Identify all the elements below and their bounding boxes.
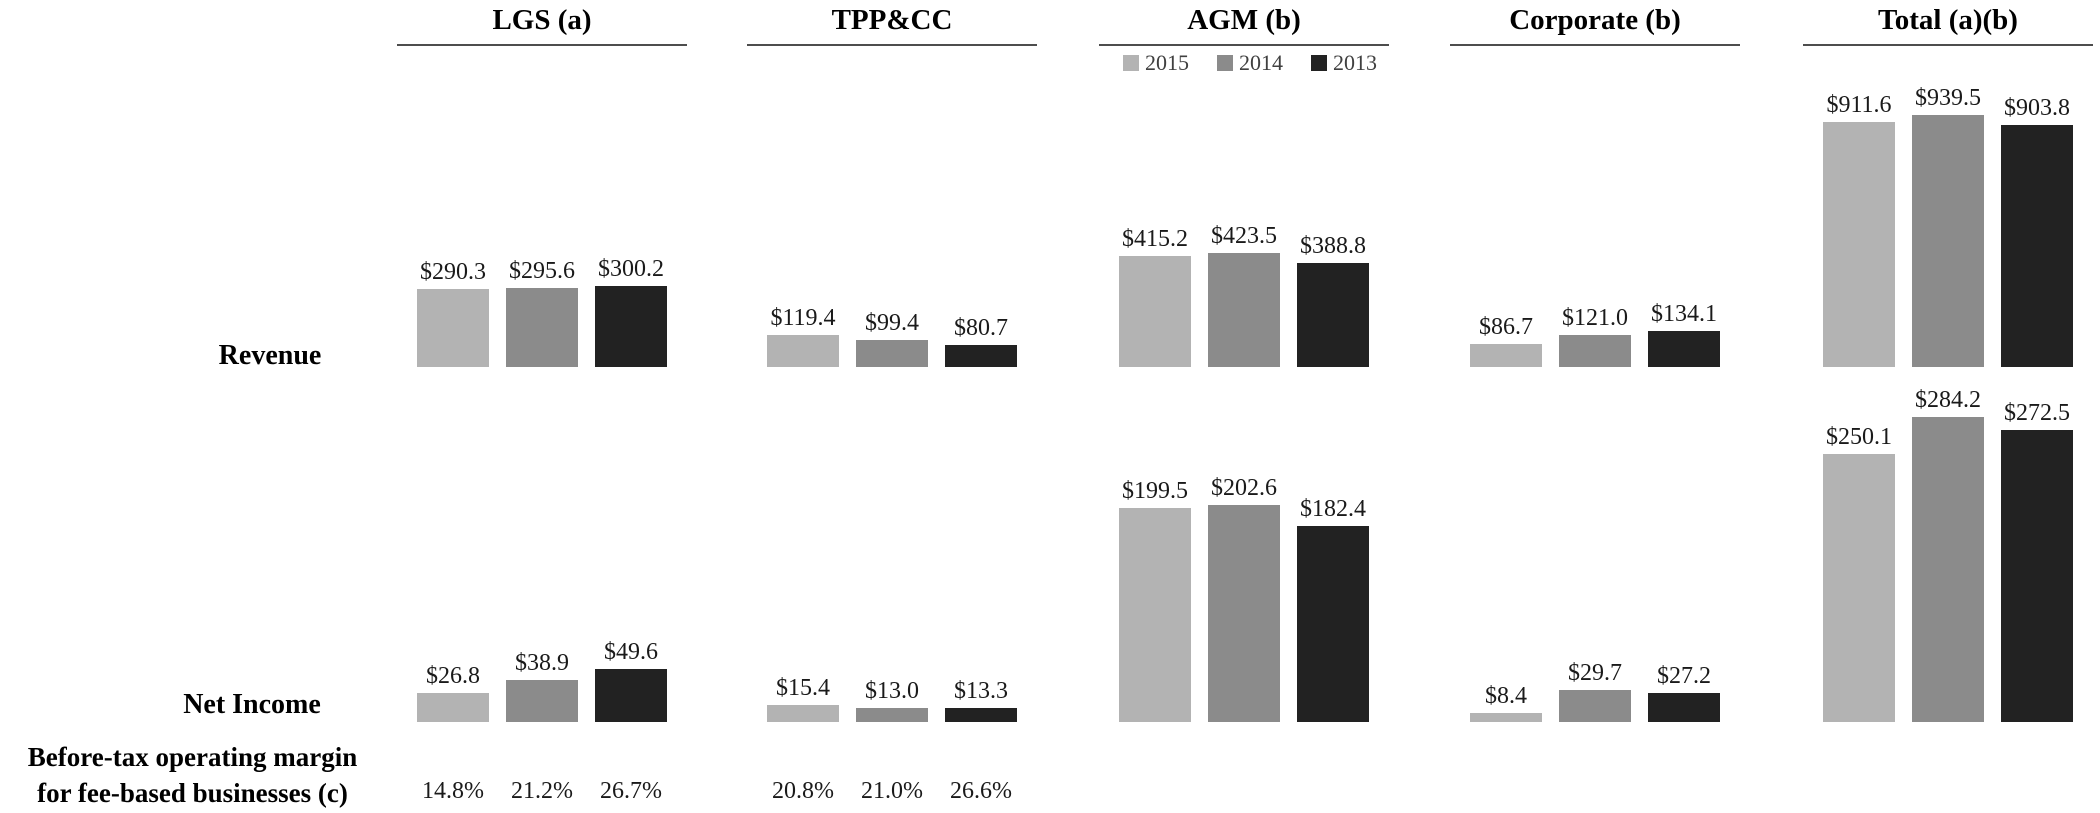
bar-2014	[856, 708, 928, 722]
legend-swatch-2013	[1311, 55, 1327, 71]
bar-2013	[2001, 429, 2073, 722]
bar-2015	[767, 705, 839, 722]
bar-value-label: $49.6	[604, 638, 658, 665]
segment-header: TPP&CC	[831, 4, 953, 36]
bar-2014	[856, 340, 928, 367]
bar-value-label: $13.3	[954, 677, 1008, 704]
bar-value-label: $300.2	[598, 256, 664, 283]
legend-item-2014: 2014	[1217, 50, 1283, 76]
bar-value-label: $119.4	[770, 304, 836, 331]
bar-value-label: $250.1	[1826, 423, 1892, 450]
segment-header: Corporate (b)	[1509, 4, 1681, 36]
segment-header: Total (a)(b)	[1878, 4, 2018, 36]
bar-value-label: $202.6	[1211, 474, 1277, 501]
margin-label-line1: Before-tax operating margin	[27, 742, 358, 772]
bar-value-label: $199.5	[1122, 478, 1188, 505]
bar-value-label: $38.9	[515, 650, 569, 677]
bar-value-label: $295.6	[509, 257, 575, 284]
margin-value: 20.8%	[772, 778, 834, 804]
legend-swatch-2014	[1217, 55, 1233, 71]
bar-value-label: $272.5	[2004, 399, 2070, 426]
legend-label: 2015	[1145, 50, 1189, 75]
row-label-revenue: Revenue	[218, 340, 322, 371]
segment-header: LGS (a)	[492, 4, 592, 36]
bar-2015	[1470, 343, 1542, 367]
bar-2014	[1559, 690, 1631, 722]
bar-2015	[1119, 508, 1191, 722]
header-underline	[1099, 44, 1389, 46]
bar-2014	[1912, 114, 1984, 367]
header-underline	[747, 44, 1037, 46]
bar-2013	[595, 668, 667, 722]
bar-2013	[595, 286, 667, 367]
bar-value-label: $80.7	[954, 315, 1008, 342]
year-legend: 2015 2014 2013	[1123, 50, 1377, 76]
bar-2014	[1559, 334, 1631, 367]
bar-2014	[506, 287, 578, 367]
bar-2014	[1912, 417, 1984, 722]
bar-2014	[1208, 504, 1280, 722]
bar-value-label: $121.0	[1562, 304, 1628, 331]
bar-2013	[1297, 262, 1369, 367]
bar-value-label: $284.2	[1915, 387, 1981, 414]
legend-swatch-2015	[1123, 55, 1139, 71]
margin-value: 14.8%	[422, 778, 484, 804]
bar-2015	[417, 693, 489, 722]
bar-2013	[945, 707, 1017, 722]
bar-value-label: $99.4	[865, 310, 919, 337]
bar-value-label: $290.3	[420, 259, 486, 286]
bar-value-label: $29.7	[1568, 660, 1622, 687]
bar-2013	[1648, 331, 1720, 367]
bar-value-label: $911.6	[1826, 92, 1892, 119]
legend-label: 2014	[1239, 50, 1283, 75]
header-underline	[1803, 44, 2093, 46]
row-label-net-income: Net Income	[183, 689, 321, 720]
bar-2013	[1297, 526, 1369, 722]
legend-item-2013: 2013	[1311, 50, 1377, 76]
bar-value-label: $134.1	[1651, 301, 1717, 328]
margin-value: 21.0%	[861, 778, 923, 804]
margin-value: 26.6%	[950, 778, 1012, 804]
bar-value-label: $13.0	[865, 678, 919, 705]
bar-value-label: $939.5	[1915, 84, 1981, 111]
header-underline	[1450, 44, 1740, 46]
bar-value-label: $26.8	[426, 663, 480, 690]
bar-value-label: $415.2	[1122, 225, 1188, 252]
margin-value: 21.2%	[511, 778, 573, 804]
bar-2014	[506, 680, 578, 722]
margin-value: 26.7%	[600, 778, 662, 804]
legend-item-2015: 2015	[1123, 50, 1189, 76]
legend-label: 2013	[1333, 50, 1377, 75]
bar-2015	[417, 289, 489, 367]
bar-value-label: $15.4	[776, 675, 830, 702]
bar-2015	[767, 334, 839, 367]
bar-2013	[2001, 124, 2073, 367]
header-underline	[397, 44, 687, 46]
bar-value-label: $182.4	[1300, 496, 1366, 523]
bar-value-label: $27.2	[1657, 662, 1711, 689]
margin-label-line2: for fee-based businesses (c)	[37, 778, 348, 808]
bar-value-label: $388.8	[1300, 232, 1366, 259]
bar-value-label: $903.8	[2004, 94, 2070, 121]
bar-value-label: $423.5	[1211, 223, 1277, 250]
bar-2015	[1470, 712, 1542, 722]
bar-2015	[1823, 122, 1895, 367]
segment-header: AGM (b)	[1187, 4, 1301, 36]
bar-2015	[1119, 255, 1191, 367]
bar-2014	[1208, 253, 1280, 367]
bar-2015	[1823, 453, 1895, 722]
bar-value-label: $8.4	[1485, 682, 1527, 709]
bar-2013	[1648, 692, 1720, 722]
bar-value-label: $86.7	[1479, 313, 1533, 340]
bar-2013	[945, 345, 1017, 367]
